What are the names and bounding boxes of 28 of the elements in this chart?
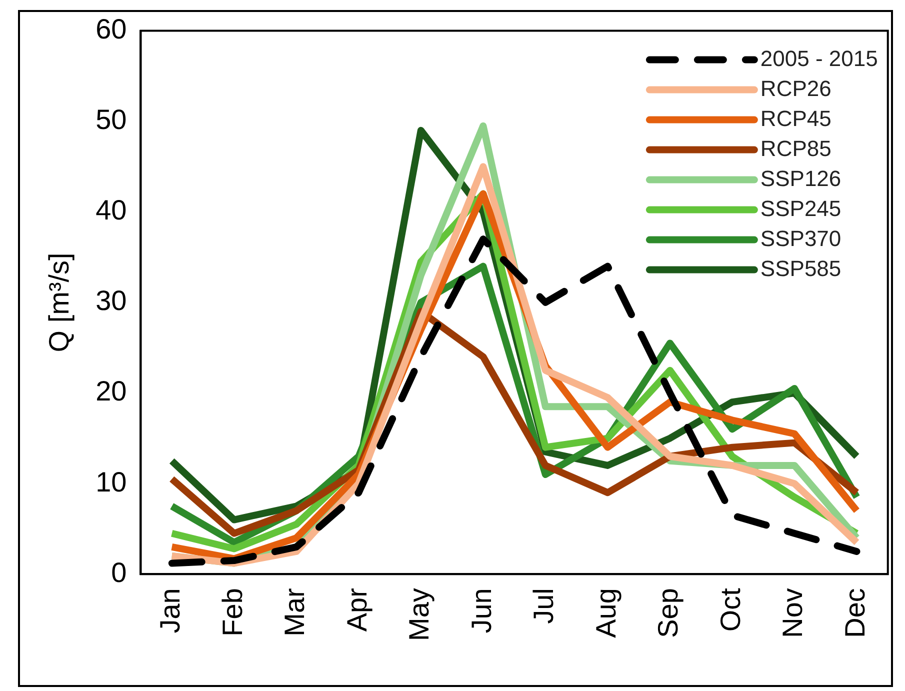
- y-tick-label: 50: [96, 104, 127, 136]
- legend-label: RCP26: [760, 76, 832, 101]
- x-tick-label: Mar: [279, 588, 310, 636]
- y-tick-label: 10: [96, 466, 127, 498]
- x-tick-label: Oct: [714, 588, 746, 632]
- legend-label: SSP370: [760, 226, 842, 251]
- y-tick-label: 60: [96, 14, 127, 45]
- x-tick-label: Jul: [528, 588, 560, 624]
- legend-label: RCP45: [760, 106, 832, 131]
- legend-label: SSP245: [760, 196, 842, 221]
- legend-label: SSP585: [760, 256, 842, 281]
- x-tick-label: May: [404, 588, 435, 642]
- x-tick-label: Jan: [154, 588, 186, 634]
- y-tick-label: 40: [96, 194, 127, 226]
- x-tick-label: Apr: [341, 588, 372, 632]
- legend-label: SSP126: [760, 166, 842, 191]
- legend-label: 2005 - 2015: [760, 46, 878, 71]
- x-tick-label: Dec: [839, 588, 870, 638]
- y-tick-label: 20: [96, 376, 127, 407]
- x-tick-label: Sep: [652, 588, 684, 638]
- y-axis-title: Q [m³/s]: [44, 252, 75, 352]
- x-tick-label: Jun: [466, 588, 497, 634]
- y-tick-label: 30: [96, 285, 127, 316]
- x-tick-label: Feb: [216, 588, 248, 636]
- x-tick-label: Aug: [590, 588, 622, 638]
- y-tick-label: 0: [111, 556, 127, 588]
- legend-label: RCP85: [760, 136, 832, 161]
- x-tick-label: Nov: [777, 588, 808, 638]
